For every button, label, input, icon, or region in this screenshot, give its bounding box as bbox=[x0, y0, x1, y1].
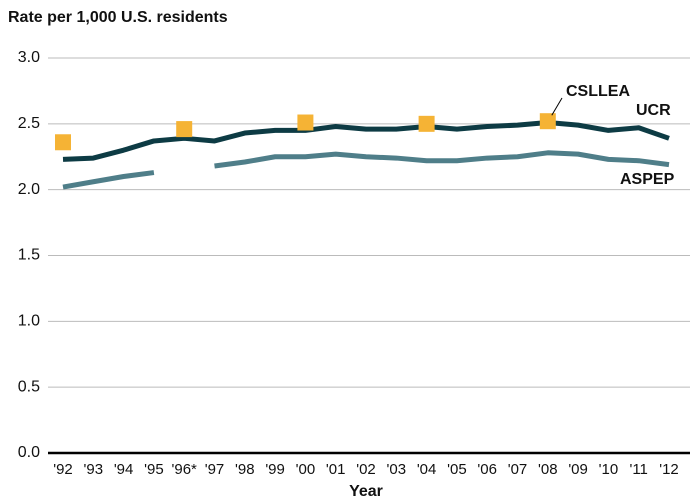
series-label: ASPEP bbox=[620, 171, 675, 188]
y-tick-label: 2.0 bbox=[18, 181, 40, 198]
series-label: UCR bbox=[636, 102, 671, 119]
y-tick-label: 1.5 bbox=[18, 247, 40, 264]
x-tick-label: '98 bbox=[235, 461, 255, 478]
x-tick-label: '07 bbox=[508, 461, 528, 478]
x-tick-label: '93 bbox=[84, 461, 104, 478]
x-tick-label: '99 bbox=[265, 461, 285, 478]
series-line bbox=[62, 120, 670, 162]
x-tick-label: '96* bbox=[172, 461, 198, 478]
x-tick-label: '92 bbox=[53, 461, 73, 478]
x-tick-label: '02 bbox=[356, 461, 376, 478]
y-tick-label: 2.5 bbox=[18, 115, 40, 132]
series-marker bbox=[297, 114, 314, 131]
series-marker bbox=[55, 134, 71, 151]
x-tick-label: '97 bbox=[205, 461, 225, 478]
x-tick-label: '06 bbox=[477, 461, 497, 478]
series-label: CSLLEA bbox=[566, 83, 630, 100]
x-tick-label: '04 bbox=[417, 461, 437, 478]
x-tick-label: '00 bbox=[296, 461, 316, 478]
x-tick-label: '05 bbox=[447, 461, 467, 478]
series-marker bbox=[418, 115, 435, 132]
x-tick-label: '03 bbox=[387, 461, 407, 478]
x-tick-label: '10 bbox=[599, 461, 619, 478]
x-tick-label: '08 bbox=[538, 461, 558, 478]
x-axis-label: Year bbox=[349, 483, 383, 500]
x-tick-label: '12 bbox=[659, 461, 679, 478]
x-tick-label: '11 bbox=[629, 461, 647, 478]
series-line bbox=[62, 150, 670, 190]
x-tick-label: '95 bbox=[144, 461, 164, 478]
y-tick-label: 3.0 bbox=[18, 49, 40, 66]
y-tick-label: 0.0 bbox=[18, 444, 40, 461]
leader-line bbox=[551, 97, 563, 116]
series-marker bbox=[176, 121, 193, 138]
x-tick-label: '94 bbox=[114, 461, 134, 478]
series-marker bbox=[539, 113, 556, 130]
y-tick-label: 1.0 bbox=[18, 313, 40, 330]
x-tick-label: '09 bbox=[568, 461, 588, 478]
x-tick-label: '01 bbox=[326, 461, 346, 478]
y-tick-label: 0.5 bbox=[18, 378, 40, 395]
chart-title: Rate per 1,000 U.S. residents bbox=[8, 9, 228, 26]
